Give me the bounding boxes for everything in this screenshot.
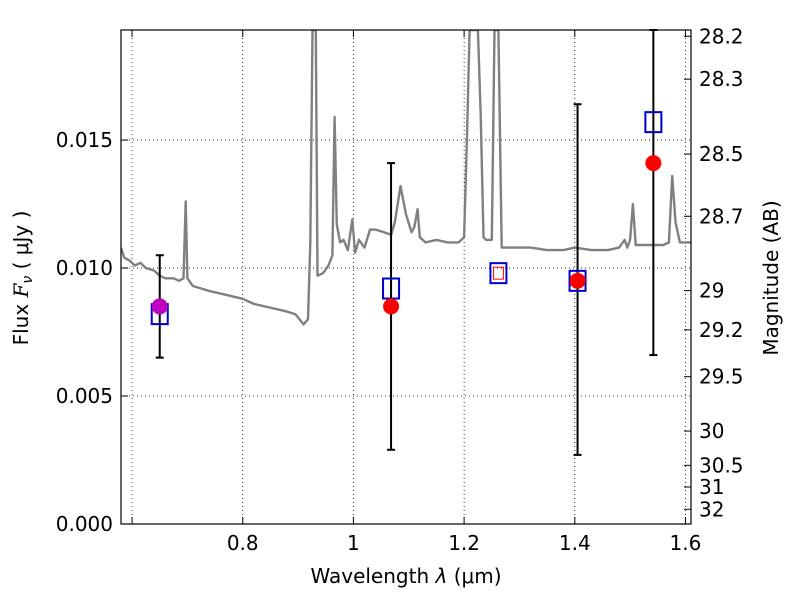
observed-photometry-point	[645, 155, 662, 172]
mag-tick-label: 31	[699, 475, 724, 499]
y-tick-label: 0.010	[56, 256, 113, 280]
model-photometry-square	[644, 111, 663, 134]
observed-photometry-point	[383, 298, 400, 315]
observed-photometry-square	[492, 266, 504, 280]
x-axis-label: Wavelength λ (μm)	[310, 564, 501, 588]
y-tick-label: 0.005	[56, 384, 113, 408]
plot-frame	[120, 29, 692, 525]
markers	[150, 111, 663, 326]
mag-tick-label: 28.5	[699, 142, 744, 166]
x-tick-label: 0.8	[227, 531, 259, 555]
mag-tick-label: 29.5	[699, 365, 744, 389]
mag-tick-label: 28.2	[699, 24, 744, 48]
mag-tick-label: 29.2	[699, 318, 744, 342]
x-tick-label: 1.6	[670, 531, 702, 555]
mag-tick-label: 30.5	[699, 453, 744, 477]
series-layer	[121, 30, 691, 326]
ticks: 0.8 1 1.2 1.4 1.6 0.000 0.005 0.010 0.015 28.2 28.…	[56, 24, 744, 555]
model-photometry-square	[489, 262, 508, 285]
y-tick-label: 0.015	[56, 128, 113, 152]
x-tick-label: 1.2	[448, 531, 480, 555]
x-tick-label: 1.4	[559, 531, 591, 555]
mag-tick-label: 32	[699, 497, 724, 521]
mag-tick-label: 28.7	[699, 204, 744, 228]
mag-tick-label: 29	[699, 279, 724, 303]
y2-axis-label: Magnitude (AB)	[759, 200, 783, 355]
observed-photometry-point	[569, 272, 586, 289]
y-tick-label: 0.000	[56, 512, 113, 536]
y-axis-label: Flux Fν ( μJy )	[9, 211, 36, 346]
sed-model-line	[121, 30, 691, 326]
x-tick-label: 1	[347, 531, 360, 555]
mag-tick-label: 28.3	[699, 67, 744, 91]
observed-photometry-point	[151, 298, 168, 315]
mag-tick-label: 30	[699, 419, 724, 443]
